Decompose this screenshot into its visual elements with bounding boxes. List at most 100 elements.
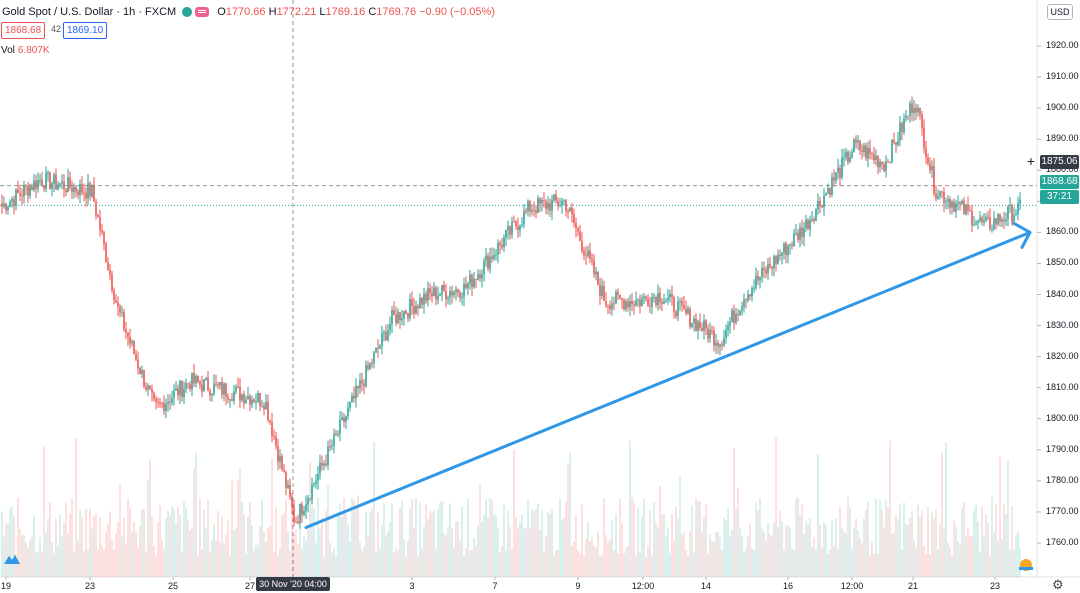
volume-bar: [1, 511, 3, 577]
candle-body: [1001, 219, 1003, 222]
candle-body: [693, 318, 695, 323]
candle-body: [547, 202, 549, 209]
currency-button[interactable]: USD: [1047, 4, 1073, 20]
candle-body: [961, 200, 963, 204]
volume-bar: [753, 550, 755, 577]
symbol-title[interactable]: Gold Spot / U.S. Dollar · 1h · FXCM: [2, 6, 177, 18]
volume-bar: [761, 528, 763, 577]
volume-bar: [403, 539, 405, 577]
volume-bar: [257, 545, 259, 577]
volume-bar: [599, 556, 601, 577]
volume-bar: [419, 502, 421, 577]
volume-bar: [73, 551, 75, 577]
volume-bar: [537, 503, 539, 577]
candle-body: [849, 157, 851, 162]
settings-gear-icon[interactable]: ⚙: [1052, 577, 1064, 592]
volume-bar: [301, 548, 303, 577]
candle-body: [107, 262, 109, 270]
volume-bar: [933, 518, 935, 577]
volume-bar: [583, 555, 585, 577]
candle-body: [111, 274, 113, 291]
candle-body: [959, 202, 961, 204]
volume-bar: [1013, 550, 1015, 577]
candle-body: [287, 484, 289, 488]
candle-body: [309, 498, 311, 500]
candle-body: [417, 305, 419, 309]
volume-bar: [411, 499, 413, 577]
candle-body: [39, 179, 41, 181]
volume-bar: [53, 553, 55, 577]
volume-bar: [763, 531, 765, 577]
candle-body: [711, 329, 713, 332]
volume-bar: [905, 524, 907, 577]
volume-bar: [233, 530, 235, 577]
sell-price-button[interactable]: 1868.68: [1, 22, 46, 39]
candle-body: [405, 310, 407, 314]
candle-body: [145, 386, 147, 390]
volume-bar: [645, 556, 647, 577]
volume-bar: [413, 527, 415, 577]
candle-body: [245, 399, 247, 404]
candle-body: [623, 299, 625, 310]
candle-body: [55, 174, 57, 190]
volume-bar: [989, 555, 991, 577]
volume-legend[interactable]: Vol 6.807K: [1, 45, 50, 56]
volume-bar: [951, 554, 953, 577]
candle-body: [23, 185, 25, 197]
volume-bar: [929, 554, 931, 577]
candle-body: [655, 297, 657, 305]
candle-body: [637, 299, 639, 301]
candle-body: [127, 332, 129, 337]
indicator-badge-icon[interactable]: [195, 7, 210, 17]
candle-body: [381, 333, 383, 346]
candle-body: [117, 302, 119, 307]
crosshair-plus-icon[interactable]: +: [1026, 153, 1036, 169]
candle-body: [943, 192, 945, 203]
volume-bar: [497, 528, 499, 577]
candle-body: [925, 148, 927, 158]
volume-bar: [931, 511, 933, 577]
volume-bar: [191, 527, 193, 577]
candle-body: [653, 297, 655, 299]
volume-bar: [117, 521, 119, 577]
candle-body: [249, 396, 251, 405]
volume-bar: [977, 521, 979, 577]
volume-bar: [647, 546, 649, 577]
candle-body: [627, 301, 629, 308]
candle-body: [673, 296, 675, 312]
candle-body: [173, 390, 175, 398]
volume-bar: [709, 534, 711, 577]
time-tick-label: 9: [575, 581, 581, 591]
market-status-icon: [182, 7, 193, 17]
time-tick-label: 21: [907, 581, 919, 591]
volume-bar: [603, 498, 605, 577]
buy-price-button[interactable]: 1869.10: [63, 22, 108, 39]
candle-body: [923, 127, 925, 149]
volume-bar: [927, 507, 929, 577]
volume-bar: [135, 531, 137, 577]
candle-body: [533, 209, 535, 211]
candle-body: [331, 445, 333, 447]
volume-bar: [707, 553, 709, 577]
candle-body: [449, 291, 451, 298]
volume-bar: [467, 498, 469, 577]
volume-bar: [37, 551, 39, 577]
volume-bar: [435, 548, 437, 577]
volume-bar: [217, 510, 219, 577]
candle-body: [763, 267, 765, 270]
volume-bar: [461, 506, 463, 577]
volume-bar: [511, 549, 513, 577]
candle-body: [305, 504, 307, 511]
volume-bar: [789, 527, 791, 577]
candle-body: [69, 177, 71, 188]
tradingview-logo-icon[interactable]: [3, 552, 21, 566]
volume-bar: [937, 549, 939, 577]
volume-bar: [769, 534, 771, 577]
candle-body: [403, 310, 405, 319]
volume-bar: [705, 504, 707, 577]
volume-bar: [743, 551, 745, 577]
candle-body: [831, 177, 833, 195]
time-tick-label: 25: [167, 581, 179, 591]
